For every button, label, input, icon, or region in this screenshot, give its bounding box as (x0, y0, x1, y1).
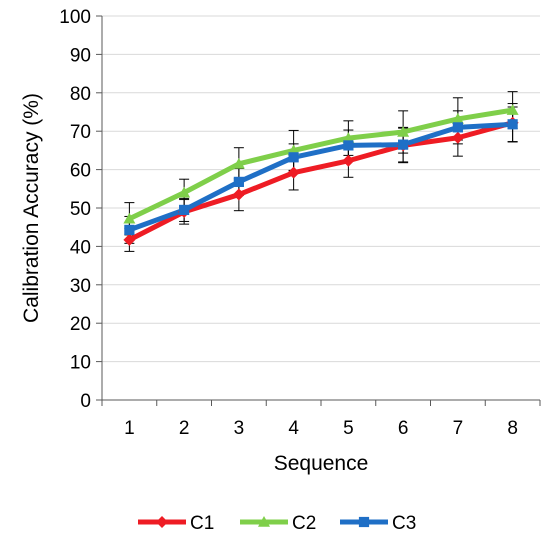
tick-labels: 0 10 20 30 40 50 60 70 80 90 100 1 2 3 4 5 6 7 8 (59, 7, 518, 439)
legend-marker-c1 (156, 516, 168, 528)
y-tick-label: 30 (70, 276, 91, 297)
y-tick-label: 0 (80, 391, 91, 412)
y-tick-label: 40 (70, 237, 91, 258)
x-tick-label: 5 (343, 418, 354, 439)
data-point-c2 (451, 112, 464, 124)
y-tick-label: 100 (59, 7, 91, 28)
legend-label-c3: C3 (392, 513, 416, 534)
x-tick-label: 3 (234, 418, 245, 439)
y-axis-title: Calibration Accuracy (%) (20, 93, 43, 323)
data-point-c2 (506, 104, 519, 115)
legend: C1 C2 C3 (138, 513, 416, 534)
data-point-c2 (342, 132, 355, 143)
data-point-c3 (233, 176, 244, 187)
data-point-c3 (452, 122, 463, 133)
x-axis-title: Sequence (274, 452, 369, 475)
data-point-c1 (342, 154, 355, 167)
y-tick-label: 90 (70, 45, 91, 66)
y-tick-label: 80 (70, 84, 91, 105)
x-tick-label: 1 (124, 418, 135, 439)
x-tick-label: 6 (398, 418, 409, 439)
legend-marker-c2 (258, 516, 270, 527)
data-point-c3 (124, 224, 135, 235)
data-point-c1 (451, 131, 464, 144)
axes (96, 15, 541, 406)
data-point-c3 (507, 119, 518, 130)
x-tick-label: 4 (288, 418, 299, 439)
data-point-c3 (179, 204, 190, 216)
series-markers (123, 104, 519, 246)
data-point-c2 (397, 125, 410, 137)
x-tick-label: 7 (453, 418, 464, 439)
data-point-c2 (232, 157, 245, 169)
series-line-c1 (126, 120, 516, 243)
y-tick-label: 20 (70, 314, 91, 335)
data-point-c3 (288, 152, 299, 163)
y-tick-label: 50 (70, 199, 91, 220)
data-point-c3 (398, 139, 409, 150)
y-tick-label: 70 (70, 122, 91, 143)
data-point-c2 (123, 212, 136, 224)
legend-label-c1: C1 (190, 513, 214, 534)
series-lines (126, 107, 516, 243)
data-point-c1 (232, 188, 245, 201)
data-point-c3 (343, 140, 354, 151)
x-tick-label: 2 (179, 418, 190, 439)
series-line-c2 (126, 107, 516, 222)
legend-label-c2: C2 (292, 513, 316, 534)
series-line-c3 (126, 121, 516, 233)
y-tick-label: 60 (70, 161, 91, 182)
x-tick-label: 8 (507, 418, 518, 439)
data-point-c1 (123, 233, 136, 246)
gridlines (102, 15, 540, 363)
legend-marker-c3 (358, 516, 370, 528)
data-point-c1 (287, 166, 300, 179)
y-tick-label: 10 (70, 353, 91, 374)
data-point-c2 (178, 186, 191, 198)
